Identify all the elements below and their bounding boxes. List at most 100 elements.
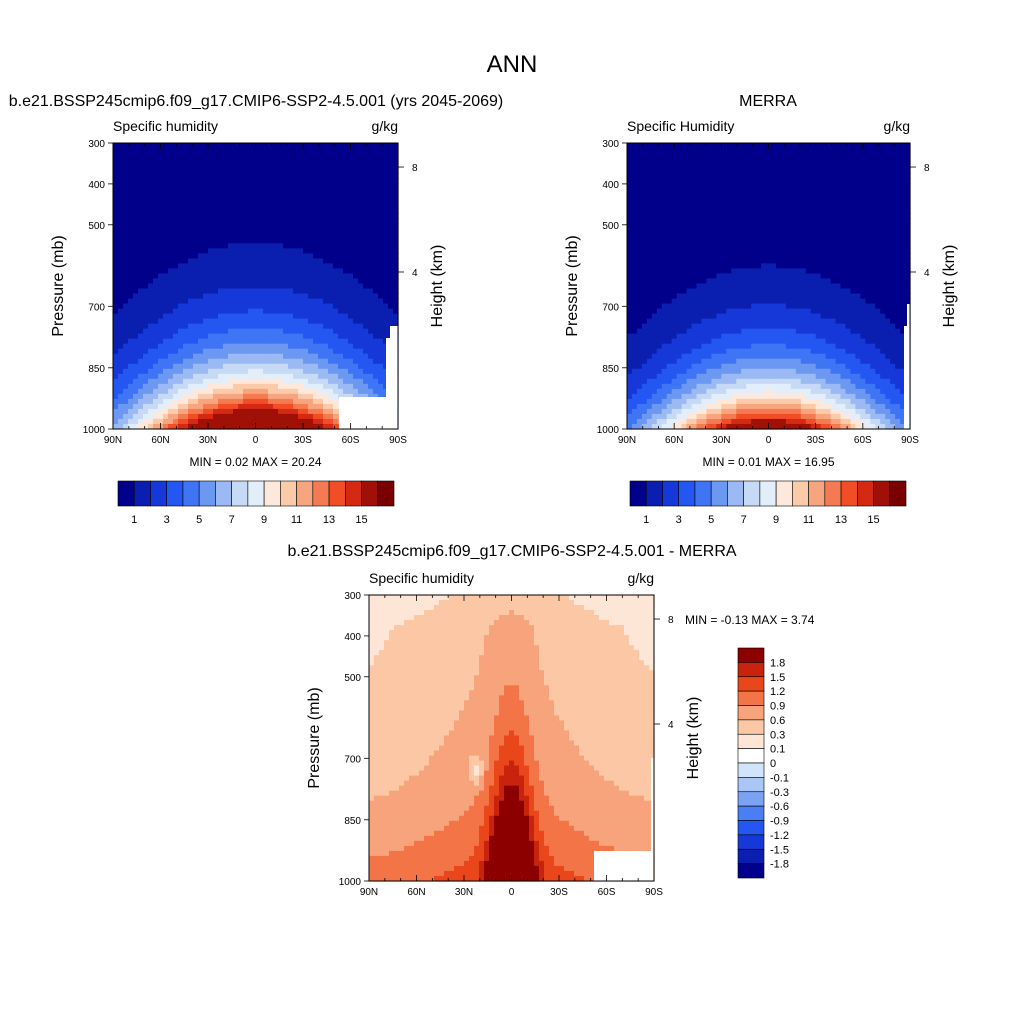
field-cell <box>353 343 359 350</box>
field-cell <box>113 278 119 285</box>
field-cell <box>333 173 339 179</box>
field-cell <box>158 413 164 420</box>
field-cell <box>860 203 866 209</box>
field-cell <box>761 208 767 214</box>
field-cell <box>870 163 876 169</box>
field-cell <box>263 243 269 249</box>
field-cell <box>388 268 394 275</box>
field-cell <box>303 423 309 430</box>
field-cell <box>731 248 737 254</box>
field-cell <box>850 268 856 275</box>
field-cell <box>303 293 309 300</box>
field-cell <box>158 253 164 260</box>
field-cell <box>641 223 648 229</box>
field-cell <box>303 413 309 420</box>
field-cell <box>228 143 234 149</box>
field-cell <box>143 418 149 425</box>
field-cell <box>283 193 289 199</box>
field-cell <box>188 213 194 219</box>
field-cell <box>218 208 224 214</box>
field-cell <box>233 398 239 405</box>
field-cell <box>293 318 299 325</box>
field-cell <box>313 348 319 355</box>
field-cell <box>113 178 119 184</box>
field-cell <box>860 278 866 285</box>
field-cell <box>293 193 299 199</box>
field-cell <box>701 233 708 239</box>
field-cell <box>173 283 179 290</box>
field-cell <box>213 163 219 169</box>
field-cell <box>198 348 204 355</box>
field-cell <box>393 143 399 149</box>
field-cell <box>183 178 189 184</box>
field-cell <box>313 233 319 239</box>
field-cell <box>213 258 219 265</box>
field-cell <box>198 208 204 214</box>
field-cell <box>686 263 693 270</box>
field-cell <box>333 308 339 315</box>
field-cell <box>338 258 344 265</box>
field-cell <box>253 368 259 375</box>
field-cell <box>303 333 309 340</box>
field-cell <box>218 383 224 390</box>
field-cell <box>278 168 284 174</box>
field-cell <box>128 278 134 285</box>
field-cell <box>363 223 369 229</box>
field-cell <box>736 268 742 275</box>
field-cell <box>353 273 359 280</box>
field-cell <box>128 373 134 380</box>
field-cell <box>213 173 219 179</box>
field-cell <box>825 183 832 189</box>
field-cell <box>785 258 792 265</box>
field-cell <box>148 288 154 295</box>
field-cell <box>158 358 164 365</box>
field-cell <box>203 313 209 320</box>
field-cell <box>118 338 124 345</box>
field-cell <box>268 268 274 275</box>
field-cell <box>223 273 229 280</box>
field-cell <box>158 148 164 154</box>
field-cell <box>188 193 194 199</box>
field-cell <box>706 233 712 239</box>
field-cell <box>143 303 149 310</box>
field-cell <box>283 373 289 380</box>
field-cell <box>780 243 787 249</box>
field-cell <box>393 153 399 159</box>
field-cell <box>113 418 119 425</box>
field-cell <box>168 318 174 325</box>
field-cell <box>815 243 822 249</box>
field-cell <box>278 208 284 214</box>
field-cell <box>905 243 911 249</box>
colorbar-box <box>263 480 281 507</box>
field-cell <box>368 343 374 350</box>
field-cell <box>153 323 159 330</box>
field-cell <box>163 383 169 390</box>
field-cell <box>840 208 847 214</box>
field-cell <box>278 388 284 395</box>
field-cell <box>363 343 369 350</box>
field-cell <box>128 268 134 275</box>
field-cell <box>233 233 239 239</box>
field-cell <box>646 198 653 204</box>
field-cell <box>193 388 199 395</box>
field-cell <box>168 153 174 159</box>
field-cell <box>313 218 319 224</box>
field-cell <box>393 218 399 224</box>
field-cell <box>706 218 712 224</box>
field-cell <box>303 408 309 415</box>
field-cell <box>870 208 876 214</box>
field-cell <box>233 153 239 159</box>
field-cell <box>173 268 179 275</box>
field-cell <box>123 173 129 179</box>
field-cell <box>870 173 876 179</box>
field-cell <box>173 408 179 415</box>
field-cell <box>820 208 827 214</box>
field-cell <box>298 238 304 244</box>
field-cell <box>800 228 807 234</box>
field-cell <box>711 163 717 169</box>
field-cell <box>128 423 134 430</box>
field-cell <box>113 323 119 330</box>
field-cell <box>691 273 698 280</box>
field-cell <box>328 258 334 265</box>
y-tick-label: 500 <box>88 221 105 232</box>
